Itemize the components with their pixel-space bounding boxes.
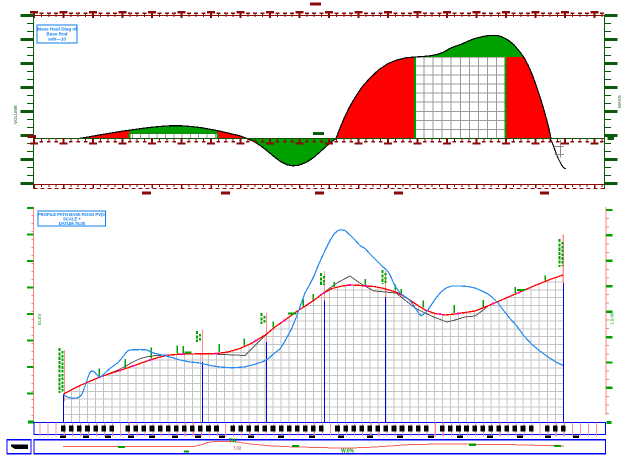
- svg-text:7.02: 7.02: [233, 446, 242, 451]
- svg-text:DATUM 75.00: DATUM 75.00: [59, 221, 86, 226]
- svg-text:SCALE +: SCALE +: [63, 216, 81, 221]
- svg-text:W.0%: W.0%: [341, 449, 355, 455]
- svg-text:sub—10: sub—10: [48, 37, 66, 42]
- svg-text:PROFILE PATH BASE ROAD PV(0): PROFILE PATH BASE ROAD PV(0): [38, 212, 107, 217]
- svg-text:TW: TW: [229, 439, 237, 445]
- svg-text:VOLUME: VOLUME: [13, 105, 18, 124]
- svg-text:Mass Haul Diag of: Mass Haul Diag of: [37, 27, 77, 32]
- svg-text:MASS: MASS: [617, 95, 622, 108]
- svg-text:ELEV: ELEV: [37, 313, 42, 325]
- svg-text:Base Rod: Base Rod: [46, 32, 67, 37]
- svg-text:1,0.00: 1,0.00: [610, 312, 615, 325]
